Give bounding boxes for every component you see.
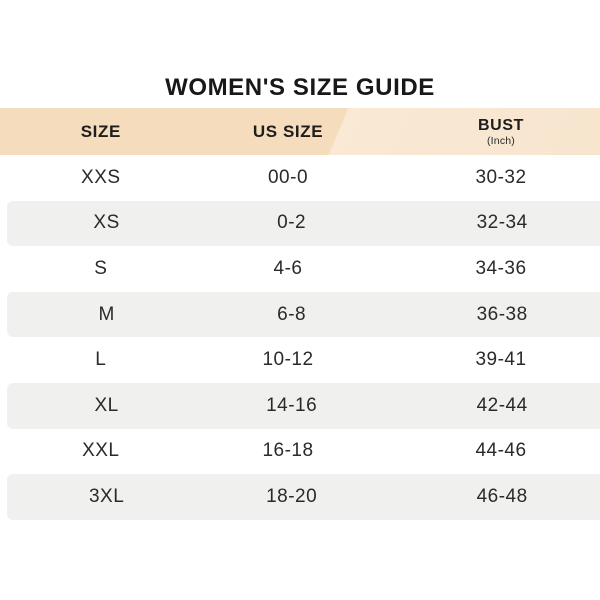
cell-us-size: 18-20 — [266, 485, 318, 507]
cell-us-size: 00-0 — [267, 166, 309, 188]
table-row: XS 0-2 32-34 — [7, 200, 600, 247]
cell-bust: 42-44 — [476, 394, 528, 416]
table-row: M 6-8 36-38 — [7, 291, 600, 338]
cell-size: S — [94, 257, 108, 279]
cell-bust: 46-48 — [476, 485, 528, 507]
cell-us-size: 6-8 — [277, 303, 307, 325]
column-header-bust-label: BUST — [478, 116, 524, 134]
cell-size: XL — [94, 394, 119, 416]
table-row: L 10-12 39-41 — [0, 337, 600, 383]
table-body: XXS 00-0 30-32 XS 0-2 32-34 S 4-6 34-36 … — [0, 155, 600, 520]
cell-bust: 39-41 — [475, 349, 527, 371]
cell-bust: 32-34 — [476, 212, 528, 234]
column-header-us-size: US SIZE — [252, 121, 324, 141]
table-header-row: SIZE US SIZE BUST (Inch) — [0, 108, 600, 155]
cell-size: 3XL — [88, 485, 125, 507]
column-header-size: SIZE — [80, 121, 121, 141]
cell-size: M — [98, 303, 115, 325]
cell-us-size: 0-2 — [277, 212, 307, 234]
cell-bust: 36-38 — [476, 303, 528, 325]
column-header-bust-unit: (Inch) — [486, 134, 516, 147]
page-title: WOMEN'S SIZE GUIDE — [165, 74, 435, 101]
table-row: XXL 16-18 44-46 — [0, 428, 600, 475]
cell-size: XXS — [81, 166, 121, 188]
table-row: XL 14-16 42-44 — [7, 382, 600, 429]
cell-size: L — [95, 349, 107, 371]
column-header-bust: BUST (Inch) — [478, 117, 524, 146]
cell-bust: 30-32 — [475, 166, 527, 188]
cell-bust: 34-36 — [475, 257, 527, 279]
cell-size: XXL — [82, 440, 120, 462]
cell-size: XS — [93, 212, 120, 234]
cell-bust: 44-46 — [475, 440, 527, 462]
table-row: 3XL 18-20 46-48 — [7, 474, 600, 520]
cell-us-size: 10-12 — [262, 349, 314, 371]
cell-us-size: 4-6 — [273, 257, 303, 279]
cell-us-size: 16-18 — [262, 440, 314, 462]
column-header-bust-wrap: BUST (Inch) — [478, 117, 524, 146]
size-table: SIZE US SIZE BUST (Inch) XXS 00-0 30-32 … — [0, 108, 600, 520]
table-row: XXS 00-0 30-32 — [0, 155, 600, 201]
cell-us-size: 14-16 — [266, 394, 318, 416]
table-row: S 4-6 34-36 — [0, 246, 600, 292]
